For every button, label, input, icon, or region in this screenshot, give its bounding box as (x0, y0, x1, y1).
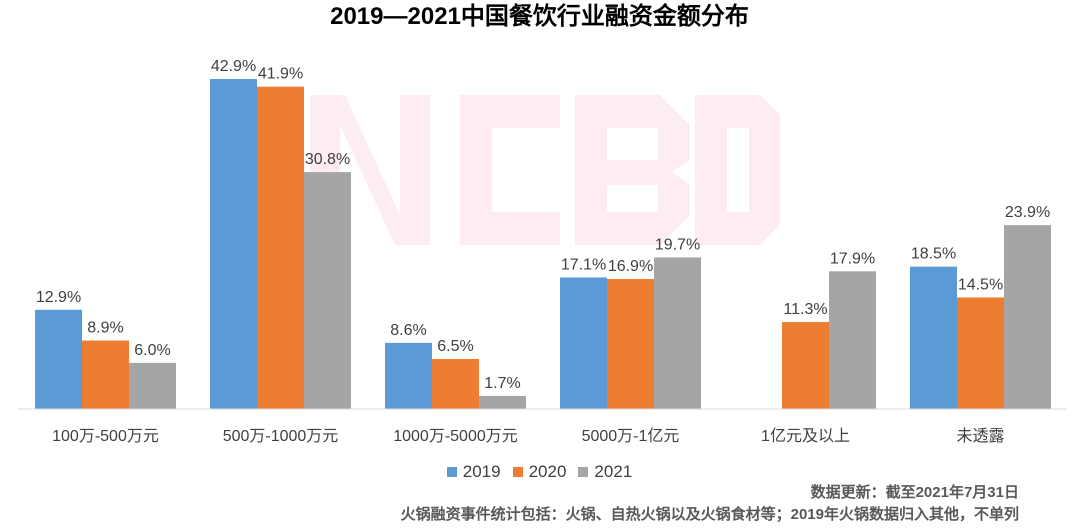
bar-2021 (129, 362, 176, 409)
x-tick-label: 500万-1000万元 (223, 428, 339, 445)
data-label: 17.1% (561, 256, 606, 273)
data-label: 16.9% (608, 258, 653, 275)
bar-2020 (432, 359, 479, 409)
data-label: 12.9% (36, 289, 81, 306)
bar-2020 (257, 86, 304, 409)
legend-swatch (446, 467, 457, 477)
data-label: 6.5% (437, 338, 473, 355)
bar-2021 (829, 271, 876, 409)
data-label: 6.0% (134, 342, 170, 359)
legend-swatch (578, 467, 589, 477)
bar-2019 (560, 277, 607, 409)
bar-2019 (210, 79, 257, 409)
update-note: 数据更新：截至2021年7月31日 (810, 484, 1019, 501)
legend-label: 2019 (462, 462, 501, 481)
bar-2019 (35, 309, 82, 409)
bar-2021 (1004, 225, 1051, 409)
data-label: 8.9% (87, 320, 123, 337)
data-label: 8.6% (390, 322, 426, 339)
legend-label: 2020 (528, 462, 567, 481)
data-label: 1.7% (484, 375, 520, 392)
bar-2020 (82, 340, 129, 409)
bar-2020 (607, 279, 654, 409)
x-tick-label: 5000万-1亿元 (582, 427, 680, 445)
bar-2020 (957, 297, 1004, 409)
legend-item-2020: 2020 (512, 462, 567, 482)
data-label: 42.9% (211, 58, 256, 75)
bar-2021 (654, 257, 701, 409)
bar-2020 (782, 322, 829, 409)
data-label: 23.9% (1005, 204, 1050, 221)
legend-swatch (512, 467, 523, 477)
legend-label: 2021 (594, 462, 633, 481)
data-label: 30.8% (305, 151, 350, 168)
x-tick-label: 1000万-5000万元 (393, 428, 518, 445)
legend-item-2021: 2021 (578, 462, 632, 482)
bar-2019 (385, 342, 432, 409)
legend: 2019 2020 2021 (0, 462, 1079, 482)
watermark (310, 95, 780, 245)
data-label: 41.9% (258, 66, 303, 83)
bar-2021 (479, 395, 526, 409)
bar-2021 (304, 172, 351, 409)
data-label: 18.5% (911, 246, 956, 263)
legend-item-2019: 2019 (446, 462, 501, 482)
chart-title: 2019—2021中国餐饮行业融资金额分布 (330, 3, 749, 30)
data-label: 19.7% (655, 236, 700, 253)
x-tick-label: 未透露 (956, 427, 1004, 445)
x-tick-label: 100万-500万元 (52, 428, 159, 445)
data-label: 14.5% (958, 276, 1003, 293)
scope-note: 火锅融资事件统计包括：火锅、自热火锅以及火锅食材等；2019年火锅数据归入其他，… (400, 506, 1019, 523)
bar-2019 (910, 266, 957, 409)
x-tick-label: 1亿元及以上 (761, 427, 850, 445)
data-label: 17.9% (830, 250, 875, 267)
data-label: 11.3% (783, 301, 827, 318)
